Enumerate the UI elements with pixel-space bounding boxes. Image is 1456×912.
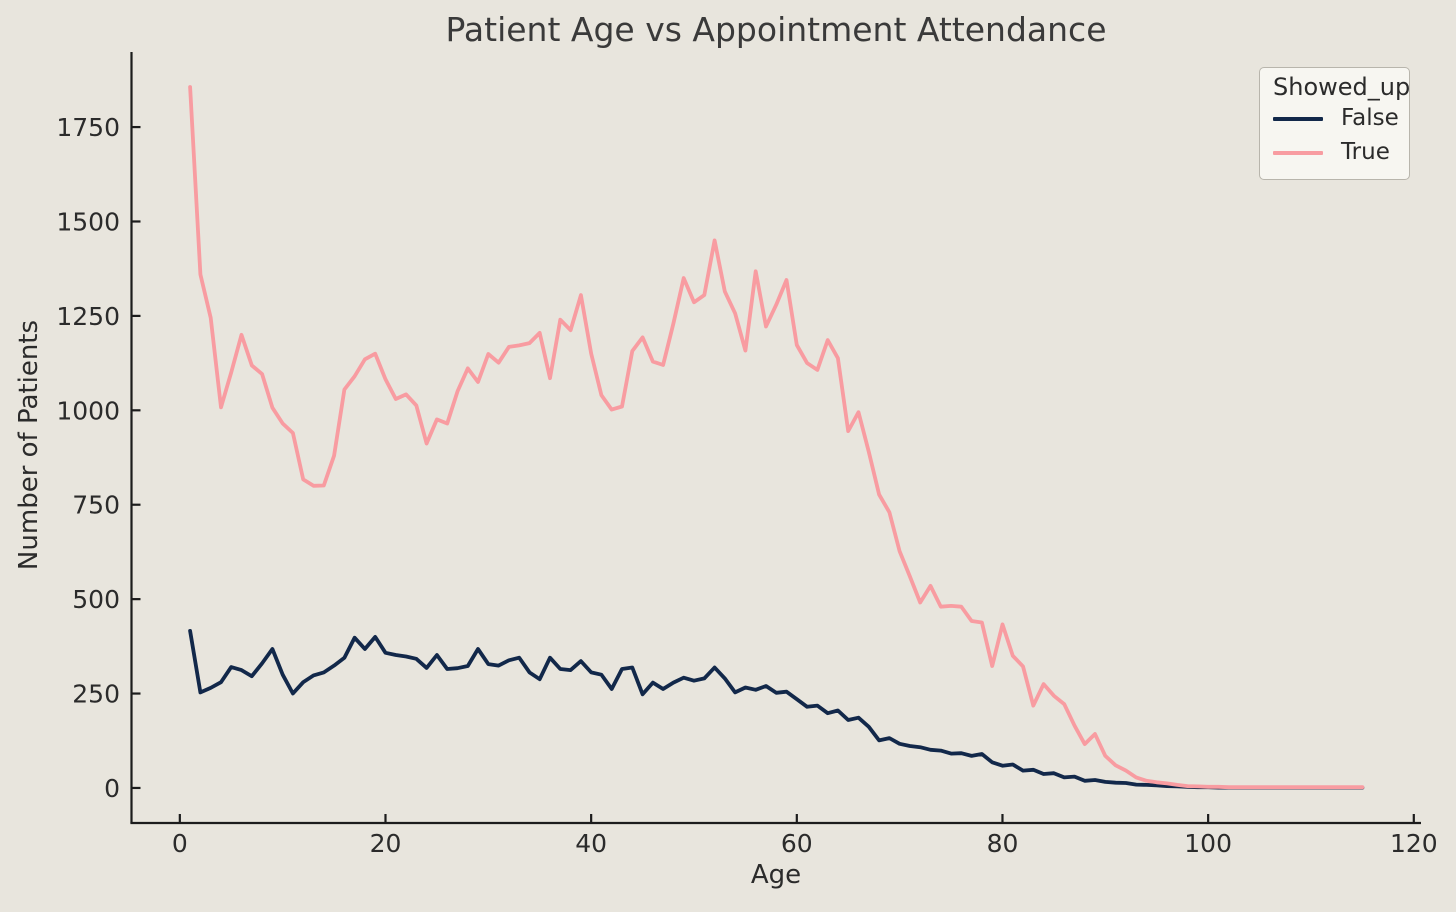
legend-label-true: True bbox=[1341, 139, 1390, 166]
y-tick-label-1500: 1500 bbox=[56, 207, 120, 236]
x-tick-label-0: 0 bbox=[172, 829, 188, 858]
x-tick-label-20: 20 bbox=[370, 829, 402, 858]
legend-swatch-false-line bbox=[1273, 116, 1323, 121]
x-tick-label-40: 40 bbox=[575, 829, 607, 858]
series-line-true bbox=[188, 85, 1365, 790]
legend: Showed_up False True bbox=[1259, 67, 1410, 180]
x-tick-label-120: 120 bbox=[1390, 829, 1438, 858]
y-tick-label-1000: 1000 bbox=[56, 396, 120, 425]
x-tick-label-80: 80 bbox=[987, 829, 1019, 858]
series-line-false bbox=[188, 629, 1365, 790]
x-tick-label-60: 60 bbox=[781, 829, 813, 858]
y-tick-label-1250: 1250 bbox=[56, 302, 120, 331]
y-tick-label-250: 250 bbox=[72, 680, 120, 709]
y-tick-label-500: 500 bbox=[72, 585, 120, 614]
legend-swatch-true-line bbox=[1273, 150, 1323, 155]
legend-label-false: False bbox=[1341, 105, 1399, 132]
chart-title: Patient Age vs Appointment Attendance bbox=[445, 10, 1107, 49]
y-tick-label-1750: 1750 bbox=[56, 113, 120, 142]
legend-entry-true: True bbox=[1273, 136, 1409, 170]
legend-entry-false: False bbox=[1273, 102, 1409, 136]
y-tick-label-0: 0 bbox=[104, 774, 120, 803]
x-tick-label-100: 100 bbox=[1184, 829, 1232, 858]
x-axis-label: Age bbox=[750, 860, 802, 890]
y-axis-label: Number of Patients bbox=[14, 319, 44, 571]
legend-title: Showed_up bbox=[1273, 73, 1411, 101]
y-tick-label-750: 750 bbox=[72, 491, 120, 520]
